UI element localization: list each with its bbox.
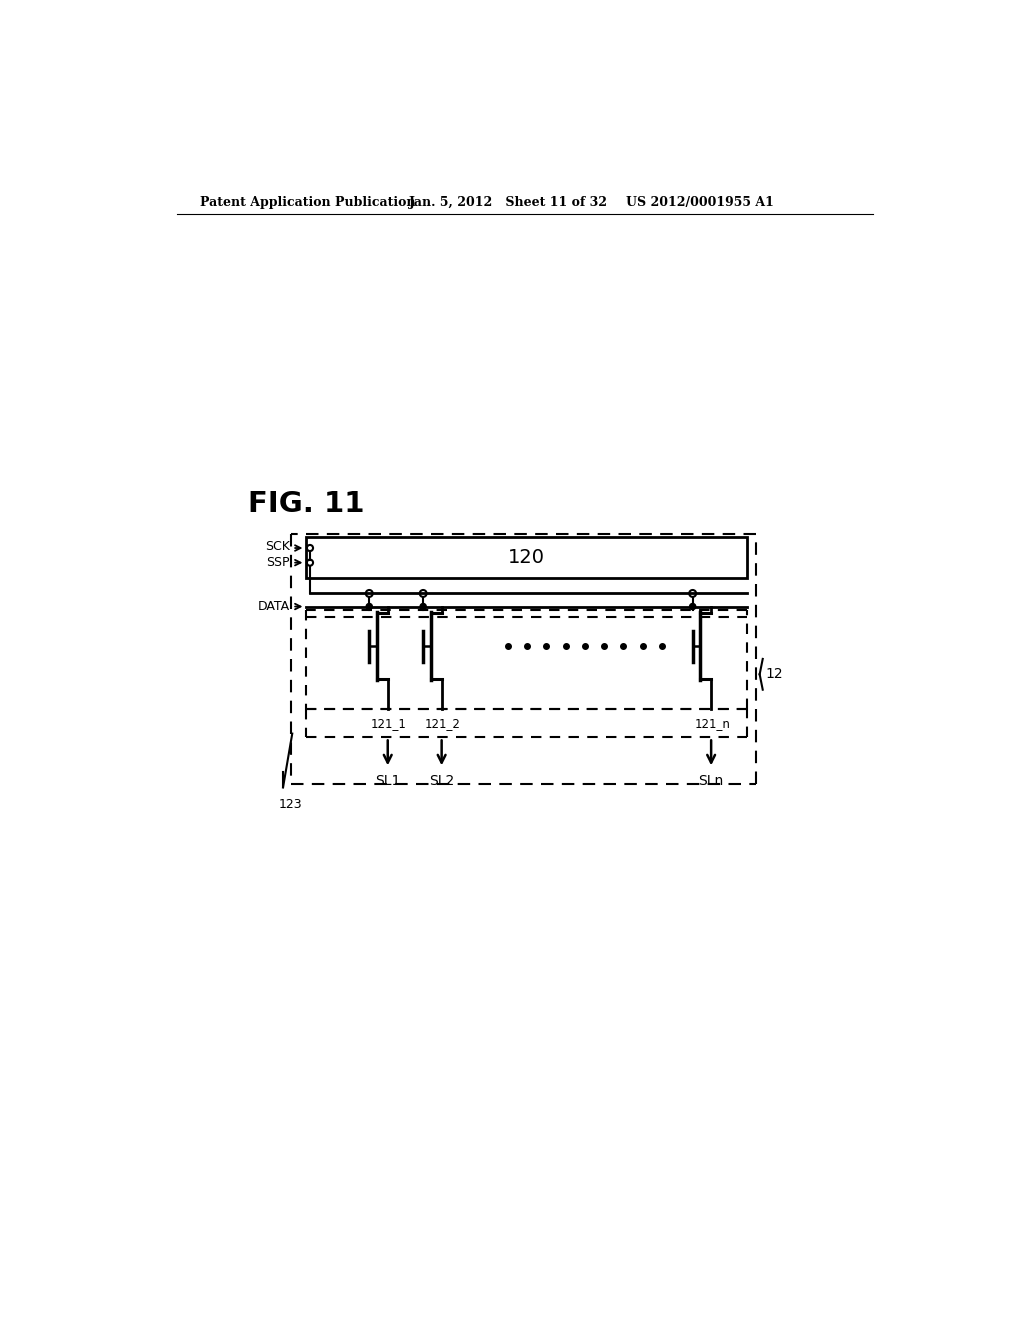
Text: Patent Application Publication: Patent Application Publication <box>200 195 416 209</box>
Text: SCK: SCK <box>265 540 290 553</box>
Text: SLn: SLn <box>698 775 724 788</box>
Text: 120: 120 <box>508 548 545 568</box>
Bar <box>306 537 746 578</box>
Circle shape <box>689 603 695 610</box>
Text: 121_n: 121_n <box>694 717 730 730</box>
Text: 123: 123 <box>279 797 302 810</box>
Circle shape <box>367 603 373 610</box>
Text: 121_1: 121_1 <box>371 717 407 730</box>
Text: DATA: DATA <box>258 601 290 612</box>
Text: 121_2: 121_2 <box>425 717 461 730</box>
Text: US 2012/0001955 A1: US 2012/0001955 A1 <box>626 195 773 209</box>
Text: SSP: SSP <box>266 556 290 569</box>
Text: SL1: SL1 <box>375 775 400 788</box>
Text: 12: 12 <box>765 668 782 681</box>
Circle shape <box>420 603 426 610</box>
Text: FIG. 11: FIG. 11 <box>248 490 365 517</box>
Text: SL2: SL2 <box>429 775 455 788</box>
Text: Jan. 5, 2012   Sheet 11 of 32: Jan. 5, 2012 Sheet 11 of 32 <box>410 195 608 209</box>
